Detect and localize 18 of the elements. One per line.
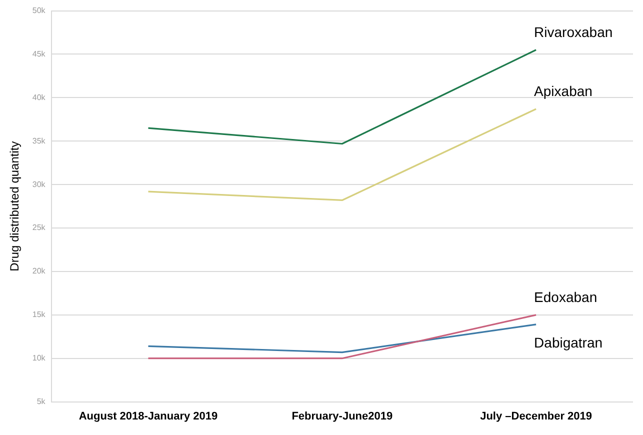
x-tick-label: August 2018-January 2019 — [78, 410, 218, 422]
y-tick-label: 5k — [36, 397, 46, 406]
series-label: Rivaroxaban — [534, 24, 613, 40]
y-tick-label: 50k — [32, 6, 46, 16]
y-tick-label: 15k — [32, 310, 46, 320]
y-tick-label: 40k — [32, 92, 46, 102]
y-tick-label: 45k — [32, 49, 46, 58]
series-label: Edoxaban — [534, 288, 598, 305]
y-tick-label: 10k — [32, 354, 46, 363]
y-tick-label: 35k — [32, 136, 46, 146]
y-tick-label: 20k — [32, 266, 46, 276]
y-tick-label: 30k — [32, 180, 46, 189]
x-tick-label: July –December 2019 — [480, 410, 592, 422]
y-tick-label: 25k — [32, 223, 46, 232]
series-label: Dabigatran — [534, 334, 603, 350]
x-tick-label: February-June2019 — [292, 410, 393, 422]
y-axis-title: Drug distributed quantity — [8, 141, 22, 272]
series-label: Apixaban — [534, 82, 592, 99]
